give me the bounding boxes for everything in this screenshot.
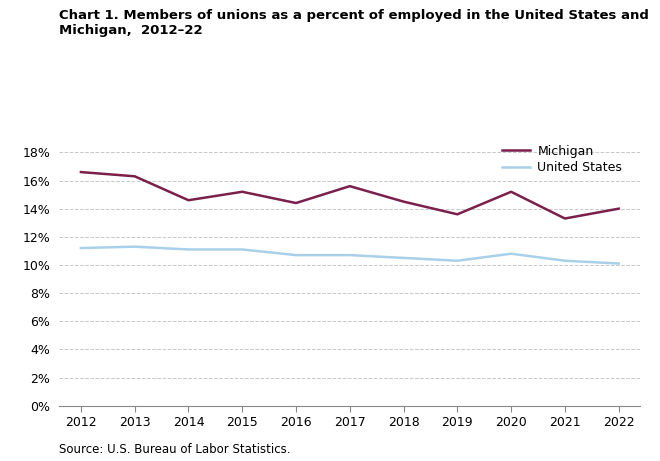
United States bbox=[453, 258, 461, 264]
Line: Michigan: Michigan bbox=[81, 172, 618, 219]
Michigan bbox=[185, 197, 193, 203]
Michigan bbox=[561, 216, 569, 221]
Michigan bbox=[507, 189, 515, 195]
United States bbox=[131, 244, 139, 249]
Michigan bbox=[453, 212, 461, 217]
Line: United States: United States bbox=[81, 247, 618, 264]
United States bbox=[507, 251, 515, 256]
United States bbox=[614, 261, 622, 266]
Text: Chart 1. Members of unions as a percent of employed in the United States and
Mic: Chart 1. Members of unions as a percent … bbox=[59, 9, 649, 37]
United States bbox=[185, 247, 193, 252]
Legend: Michigan, United States: Michigan, United States bbox=[502, 145, 622, 174]
Michigan bbox=[131, 173, 139, 179]
United States bbox=[561, 258, 569, 264]
United States bbox=[292, 252, 300, 258]
Michigan bbox=[292, 200, 300, 206]
Michigan bbox=[399, 199, 407, 204]
United States bbox=[346, 252, 354, 258]
Text: Source: U.S. Bureau of Labor Statistics.: Source: U.S. Bureau of Labor Statistics. bbox=[59, 443, 291, 456]
United States bbox=[77, 245, 85, 251]
Michigan bbox=[77, 169, 85, 175]
United States bbox=[399, 255, 407, 260]
Michigan bbox=[238, 189, 246, 195]
Michigan bbox=[614, 206, 622, 212]
Michigan bbox=[346, 183, 354, 189]
United States bbox=[238, 247, 246, 252]
